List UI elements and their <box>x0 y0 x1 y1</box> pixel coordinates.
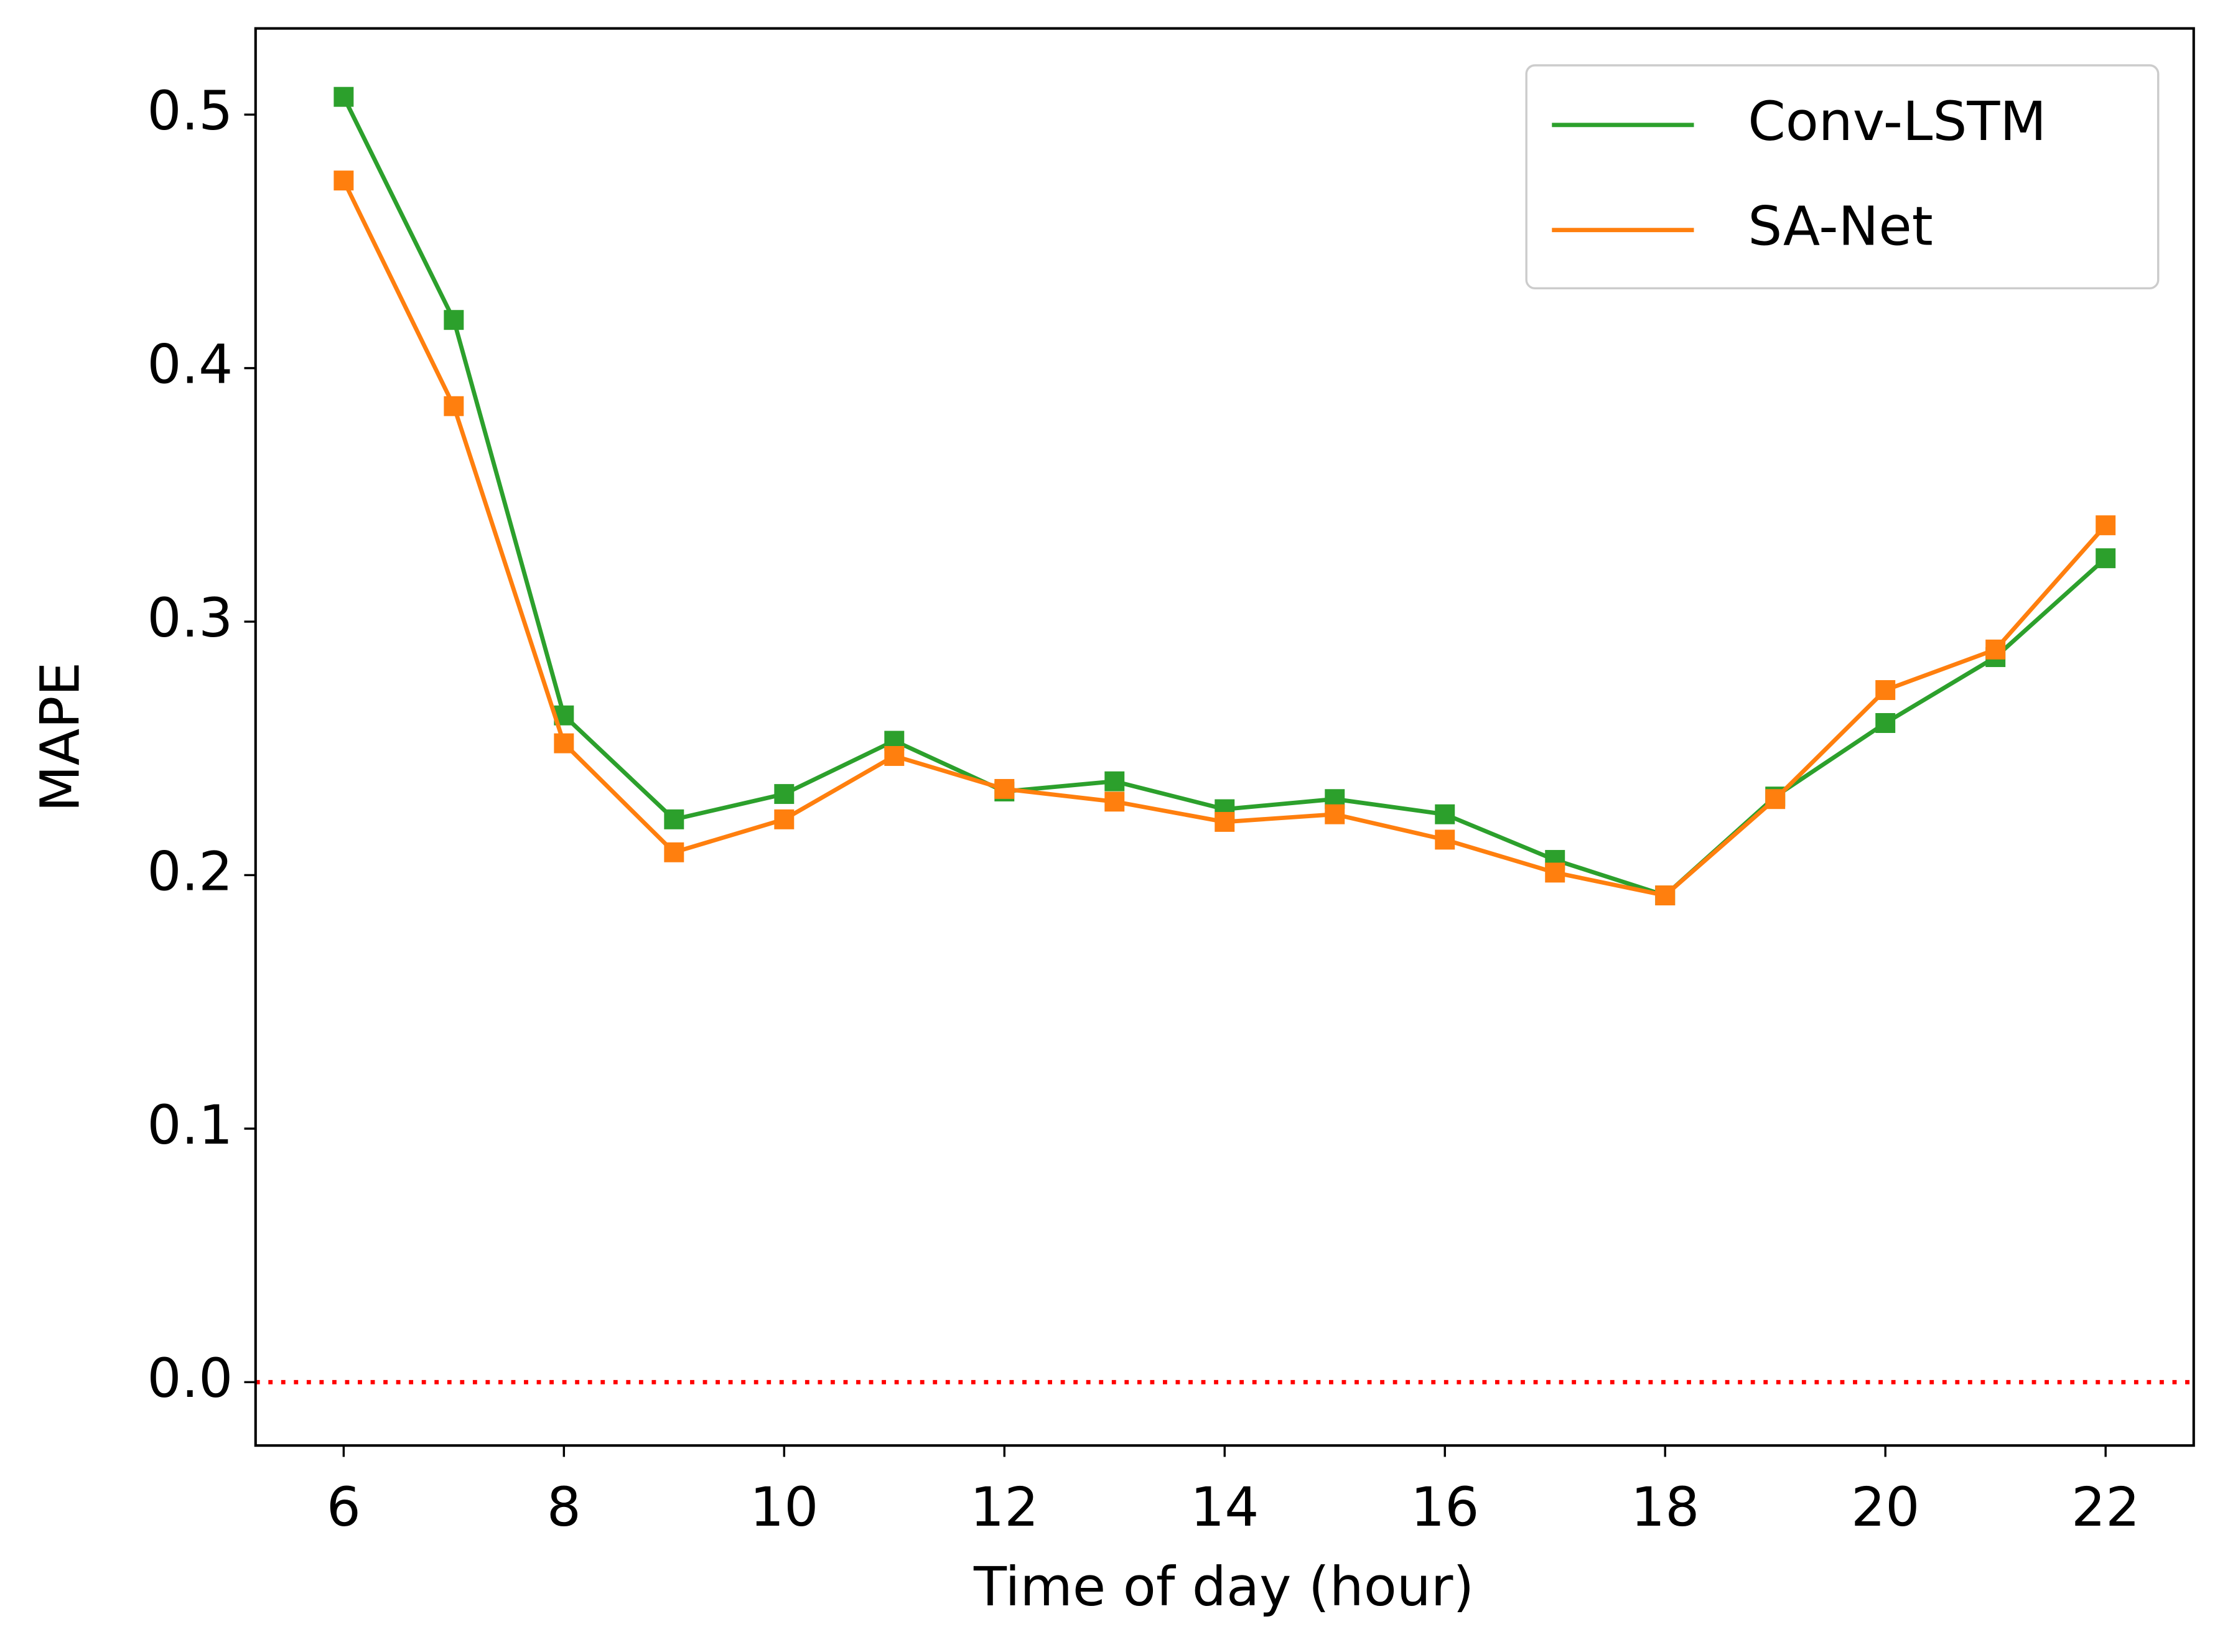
marker <box>1655 885 1676 906</box>
marker <box>1435 804 1455 824</box>
marker <box>994 778 1015 799</box>
y-axis-label: MAPE <box>30 662 92 812</box>
marker <box>774 784 795 805</box>
marker <box>884 745 905 766</box>
marker <box>444 396 464 416</box>
x-tick-label: 12 <box>970 1477 1038 1539</box>
x-axis-label: Time of day (hour) <box>973 1556 1474 1618</box>
marker <box>1435 829 1455 850</box>
marker <box>1104 791 1125 812</box>
marker <box>444 310 464 330</box>
marker <box>1215 811 1235 832</box>
y-tick-label: 0.3 <box>147 587 233 650</box>
marker <box>2096 515 2116 536</box>
legend-box <box>1525 64 2160 289</box>
y-tick-label: 0.5 <box>147 80 233 142</box>
x-tick-label: 18 <box>1631 1477 1699 1539</box>
marker <box>1545 862 1565 883</box>
marker <box>1104 771 1125 791</box>
y-tick-label: 0.4 <box>147 334 233 396</box>
marker <box>333 86 354 107</box>
marker <box>1765 789 1786 810</box>
legend-label: Conv-LSTM <box>1748 91 2046 153</box>
marker <box>664 842 684 862</box>
marker <box>2096 548 2116 569</box>
marker <box>774 809 795 829</box>
marker <box>333 170 354 191</box>
x-tick-label: 8 <box>547 1477 581 1539</box>
plot-frame <box>254 27 2195 1447</box>
x-tick-label: 16 <box>1411 1477 1479 1539</box>
marker <box>1325 804 1345 824</box>
marker <box>1875 713 1896 733</box>
x-tick-label: 6 <box>327 1477 361 1539</box>
marker <box>1875 680 1896 701</box>
marker <box>1985 639 2006 660</box>
x-tick-label: 10 <box>750 1477 818 1539</box>
x-tick-label: 22 <box>2071 1477 2140 1539</box>
x-tick-label: 14 <box>1190 1477 1259 1539</box>
y-tick-label: 0.2 <box>147 841 233 903</box>
marker <box>664 809 684 829</box>
marker <box>554 733 574 754</box>
y-tick-label: 0.0 <box>147 1348 233 1410</box>
x-tick-label: 20 <box>1851 1477 1919 1539</box>
y-tick-label: 0.1 <box>147 1094 233 1157</box>
legend-label: SA-Net <box>1748 196 1933 258</box>
